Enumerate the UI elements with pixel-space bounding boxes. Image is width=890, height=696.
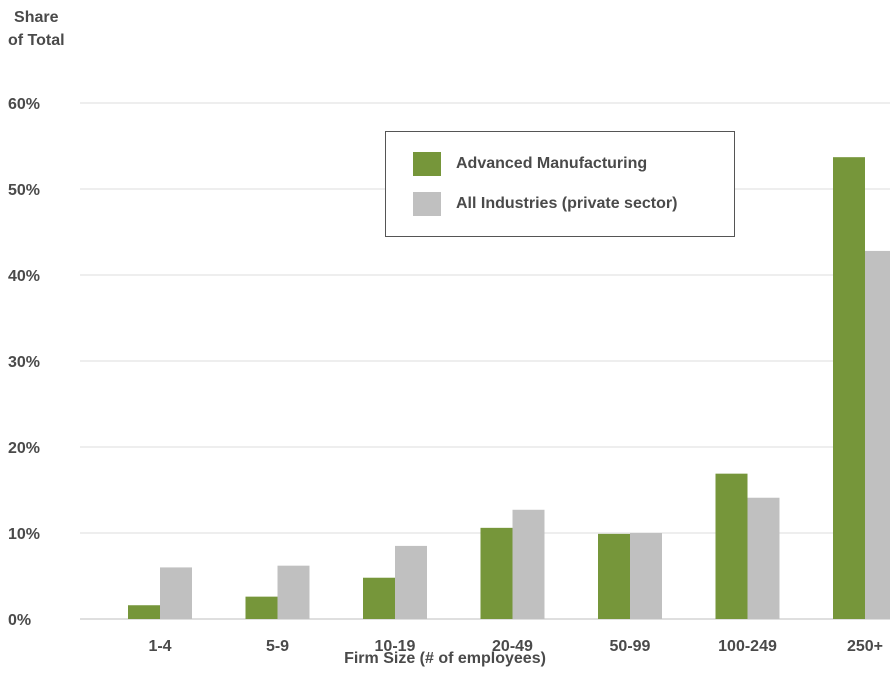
y-axis-label-line1: Share xyxy=(14,9,59,26)
bar-advanced-manufacturing xyxy=(598,533,630,619)
x-tick-label: 10-19 xyxy=(375,638,416,655)
legend-label-all-industries: All Industries (private sector) xyxy=(456,195,678,212)
bar-advanced-manufacturing xyxy=(715,473,748,619)
y-tick-label: 0% xyxy=(8,612,31,629)
x-tick-label: 50-99 xyxy=(610,638,651,655)
x-tick-label: 5-9 xyxy=(266,638,289,655)
x-tick-label: 250+ xyxy=(847,638,883,655)
y-tick-label: 20% xyxy=(8,440,40,457)
bar-all-industries xyxy=(865,250,890,620)
legend-swatch-all-industries xyxy=(413,192,441,216)
y-tick-label: 40% xyxy=(8,268,40,285)
y-tick-label: 10% xyxy=(8,526,40,543)
legend-label-advanced-manufacturing: Advanced Manufacturing xyxy=(456,155,648,172)
bar-all-industries xyxy=(630,533,662,619)
y-tick-label: 60% xyxy=(8,96,40,113)
y-axis-label-line2: of Total xyxy=(8,32,65,49)
bar-all-industries xyxy=(747,497,780,619)
bar-all-industries xyxy=(277,565,310,619)
bar-all-industries xyxy=(395,545,427,619)
y-tick-label: 30% xyxy=(8,354,40,371)
bar-advanced-manufacturing xyxy=(245,596,278,619)
x-tick-label: 100-249 xyxy=(718,638,777,655)
legend-item-all-industries: All Industries (private sector) xyxy=(413,192,677,216)
bar-all-industries xyxy=(160,567,192,619)
bar-advanced-manufacturing xyxy=(128,605,160,619)
x-tick-label: 20-49 xyxy=(492,638,533,655)
x-tick-label: 1-4 xyxy=(148,638,171,655)
legend-item-advanced-manufacturing: Advanced Manufacturing xyxy=(413,152,647,176)
y-tick-label: 50% xyxy=(8,182,40,199)
y-axis-label: Share of Total xyxy=(8,6,65,52)
legend: Advanced Manufacturing All Industries (p… xyxy=(385,131,735,237)
bar-advanced-manufacturing xyxy=(833,157,865,619)
bar-all-industries xyxy=(512,509,545,619)
bar-advanced-manufacturing xyxy=(480,527,513,619)
x-axis-label: Firm Size (# of employees) xyxy=(344,650,546,667)
bar-advanced-manufacturing xyxy=(363,577,395,619)
legend-swatch-advanced-manufacturing xyxy=(413,152,441,176)
